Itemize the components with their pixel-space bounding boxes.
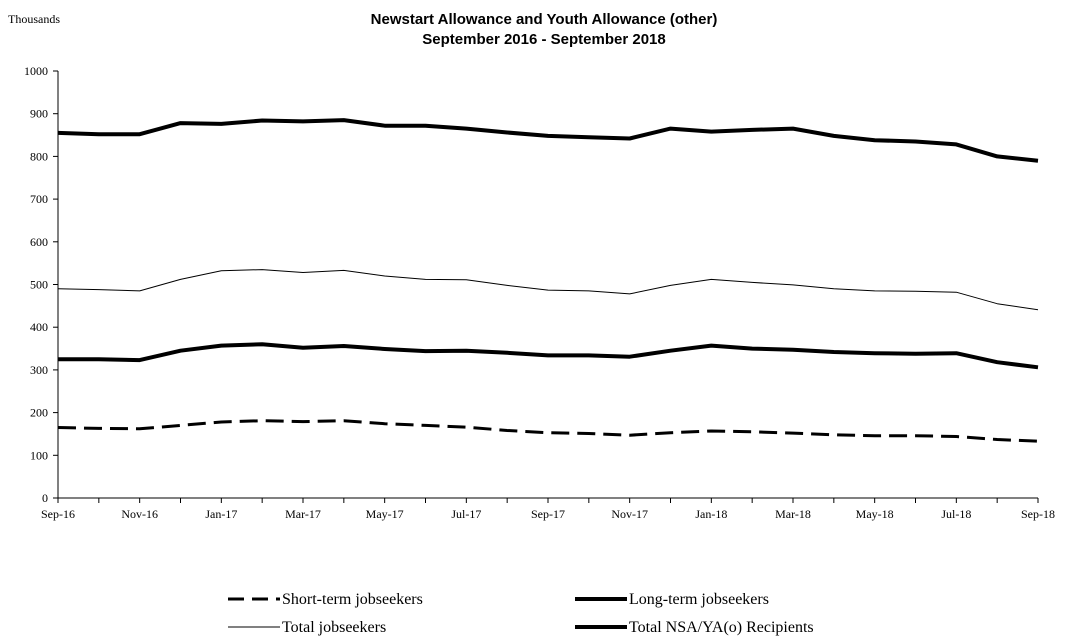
y-tick-label: 500 — [30, 278, 48, 292]
legend-item: Total jobseekers — [228, 619, 386, 636]
series-line-total-nsa-ya-o-recipients — [57, 118, 1039, 163]
x-tick-label: Nov-17 — [611, 507, 648, 521]
x-tick-label: Sep-18 — [1021, 507, 1055, 521]
axes: 0 100 200 300 400 500 600 700 800 900 1000 Sep-16 No… — [24, 64, 1055, 521]
legend-label: Total NSA/YA(o) Recipients — [629, 619, 814, 636]
y-tick-label: 0 — [42, 491, 48, 505]
series-layer — [57, 118, 1039, 443]
chart-title: Newstart Allowance and Youth Allowance (… — [371, 11, 718, 28]
y-tick-label: 800 — [30, 149, 48, 163]
legend: Short-term jobseekers Long-term jobseeker… — [228, 591, 814, 636]
legend-label: Short-term jobseekers — [282, 591, 423, 608]
x-tick-label: Mar-17 — [285, 507, 321, 521]
y-tick-label: 600 — [30, 235, 48, 249]
legend-item: Long-term jobseekers — [575, 591, 769, 608]
y-unit-label: Thousands — [8, 12, 60, 26]
x-tick-label: May-18 — [856, 507, 894, 521]
legend-label: Total jobseekers — [282, 619, 386, 636]
x-tick-label: Nov-16 — [121, 507, 158, 521]
x-tick-label: Jan-18 — [695, 507, 727, 521]
x-tick-label: Jul-17 — [451, 507, 481, 521]
legend-label: Long-term jobseekers — [629, 591, 769, 608]
legend-item: Total NSA/YA(o) Recipients — [575, 619, 814, 636]
y-tick-label: 100 — [30, 448, 48, 462]
legend-item: Short-term jobseekers — [228, 591, 423, 608]
y-tick-label: 1000 — [24, 64, 48, 78]
chart-subtitle: September 2016 - September 2018 — [422, 31, 665, 48]
y-tick-label: 400 — [30, 320, 48, 334]
series-line-long-term-jobseekers — [58, 342, 1039, 370]
x-tick-label: Sep-17 — [531, 507, 565, 521]
series-line-short-term-jobseekers — [57, 419, 1039, 443]
x-tick-label: May-17 — [366, 507, 404, 521]
series-line-total-jobseekers — [57, 269, 1039, 311]
y-tick-label: 300 — [30, 363, 48, 377]
x-tick-label: Jul-18 — [941, 507, 971, 521]
x-tick-label: Jan-17 — [205, 507, 237, 521]
y-tick-label: 900 — [30, 107, 48, 121]
y-tick-label: 200 — [30, 406, 48, 420]
x-tick-label: Mar-18 — [775, 507, 811, 521]
y-tick-label: 700 — [30, 192, 48, 206]
x-tick-label: Sep-16 — [41, 507, 75, 521]
